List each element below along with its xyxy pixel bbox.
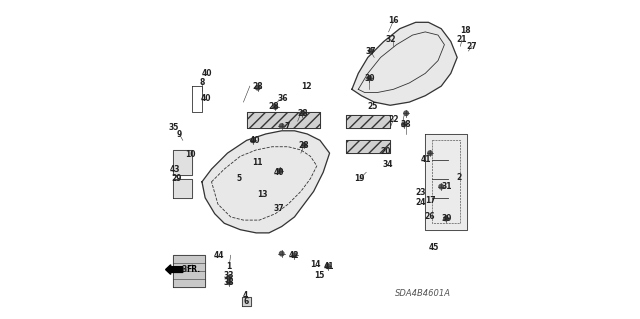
Text: 37: 37 [365, 47, 376, 56]
Polygon shape [242, 297, 252, 306]
Circle shape [367, 76, 372, 80]
Text: 31: 31 [442, 182, 452, 191]
Polygon shape [202, 131, 330, 233]
Text: 40: 40 [200, 94, 211, 103]
Text: 43: 43 [170, 165, 180, 174]
Text: 40: 40 [250, 136, 260, 145]
Text: 16: 16 [388, 16, 399, 25]
Circle shape [273, 105, 278, 109]
Text: 17: 17 [425, 197, 435, 205]
Text: 9: 9 [177, 130, 182, 139]
Circle shape [280, 251, 284, 256]
Text: 20: 20 [380, 147, 390, 156]
Text: 32: 32 [385, 35, 396, 44]
Text: 26: 26 [425, 212, 435, 221]
Circle shape [280, 124, 284, 128]
Text: 38: 38 [401, 120, 412, 129]
Polygon shape [173, 150, 193, 175]
Text: 34: 34 [382, 160, 393, 169]
Circle shape [227, 275, 231, 280]
Text: 2: 2 [457, 173, 462, 182]
Text: 41: 41 [323, 262, 334, 271]
Text: 35: 35 [169, 123, 179, 132]
Text: 37: 37 [273, 204, 284, 213]
Circle shape [402, 122, 406, 127]
Text: 30: 30 [364, 74, 374, 83]
Text: 4: 4 [243, 291, 248, 300]
Text: 28: 28 [297, 109, 308, 118]
Text: 41: 41 [420, 155, 431, 164]
Text: 45: 45 [429, 243, 439, 252]
Text: 33: 33 [224, 271, 234, 280]
Bar [346, 115, 390, 128]
Text: 10: 10 [186, 150, 196, 159]
Text: 3: 3 [181, 265, 186, 274]
Text: SDA4B4601A: SDA4B4601A [395, 289, 451, 298]
Text: 40: 40 [274, 168, 284, 177]
Circle shape [302, 143, 307, 147]
Text: 1: 1 [227, 262, 232, 271]
Text: 14: 14 [310, 260, 321, 269]
Polygon shape [246, 112, 320, 128]
Polygon shape [173, 179, 193, 198]
Text: 29: 29 [172, 174, 182, 183]
Text: 22: 22 [388, 115, 399, 124]
Circle shape [255, 85, 260, 90]
Circle shape [428, 151, 432, 155]
Bar [346, 140, 390, 153]
Text: 28: 28 [299, 141, 309, 150]
Text: 40: 40 [202, 69, 212, 78]
Text: FR.: FR. [186, 265, 200, 274]
Text: 19: 19 [355, 174, 365, 183]
FancyArrow shape [166, 265, 183, 274]
Text: 24: 24 [415, 198, 426, 207]
Text: 42: 42 [288, 251, 299, 260]
Text: 21: 21 [457, 35, 467, 44]
Circle shape [439, 184, 444, 189]
Text: 13: 13 [257, 190, 268, 199]
Text: 39: 39 [442, 214, 452, 223]
Circle shape [227, 280, 231, 285]
Text: 6: 6 [243, 297, 248, 306]
Bar [246, 112, 320, 128]
Circle shape [300, 111, 305, 115]
Circle shape [251, 138, 255, 143]
Text: 28: 28 [268, 102, 279, 111]
Polygon shape [346, 115, 390, 128]
Text: 18: 18 [460, 26, 470, 35]
Circle shape [326, 264, 330, 269]
Text: 38: 38 [224, 278, 234, 287]
Text: 27: 27 [467, 42, 477, 51]
Text: 15: 15 [314, 271, 324, 280]
Circle shape [278, 168, 282, 173]
Text: 7: 7 [284, 122, 289, 130]
Circle shape [444, 216, 448, 221]
Text: 5: 5 [236, 174, 241, 183]
Text: 11: 11 [253, 158, 263, 167]
Text: 44: 44 [213, 251, 224, 260]
Text: 28: 28 [253, 82, 263, 91]
Text: 36: 36 [277, 94, 287, 103]
Text: 23: 23 [415, 189, 426, 197]
Circle shape [369, 49, 373, 53]
Text: 8: 8 [199, 78, 205, 87]
Text: 12: 12 [301, 82, 312, 91]
Text: 25: 25 [367, 102, 378, 111]
Circle shape [292, 253, 297, 257]
Polygon shape [346, 140, 390, 153]
Polygon shape [173, 255, 205, 287]
Circle shape [404, 111, 408, 115]
Polygon shape [352, 22, 457, 105]
Polygon shape [425, 134, 467, 230]
